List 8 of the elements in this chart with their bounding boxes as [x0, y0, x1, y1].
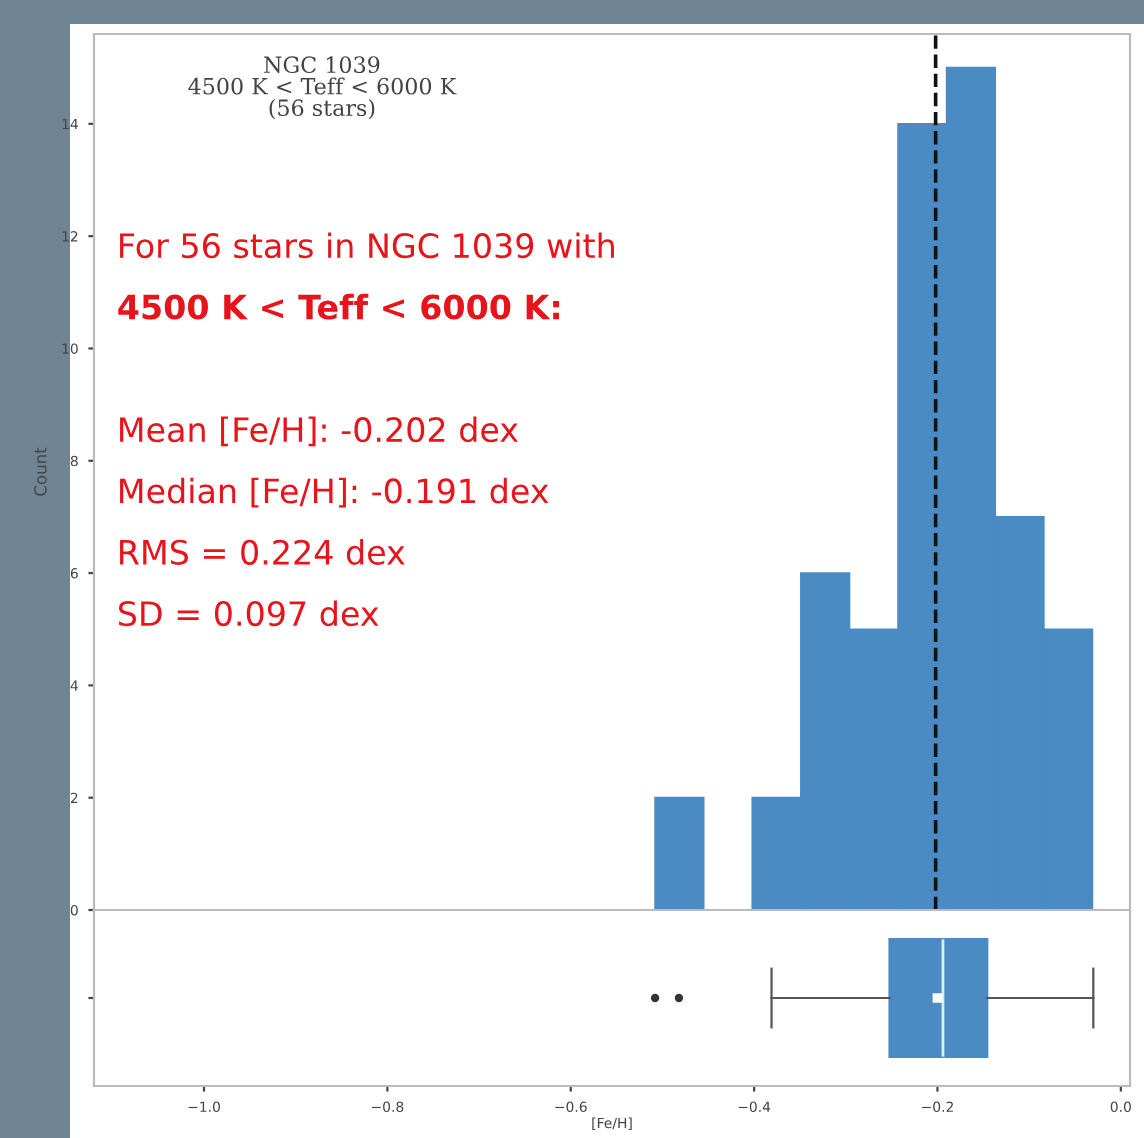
text: NGC 1039 4500 K < Teff < 6000 K (56 stars) [188, 56, 457, 120]
annotation: SD = 0.097 dex [118, 600, 379, 627]
annotation: RMS = 0.224 dex [120, 539, 405, 565]
annotation: 4500 K < Teff < 6000 K: [118, 293, 560, 320]
y-axis-title: Count [34, 447, 47, 496]
annotation: Mean [Fe/H]: -0.202 dex [120, 416, 518, 447]
annotation: For 56 stars in NGC 1039 with [120, 232, 614, 259]
annotation: Median [Fe/H]: -0.191 dex [120, 477, 549, 508]
